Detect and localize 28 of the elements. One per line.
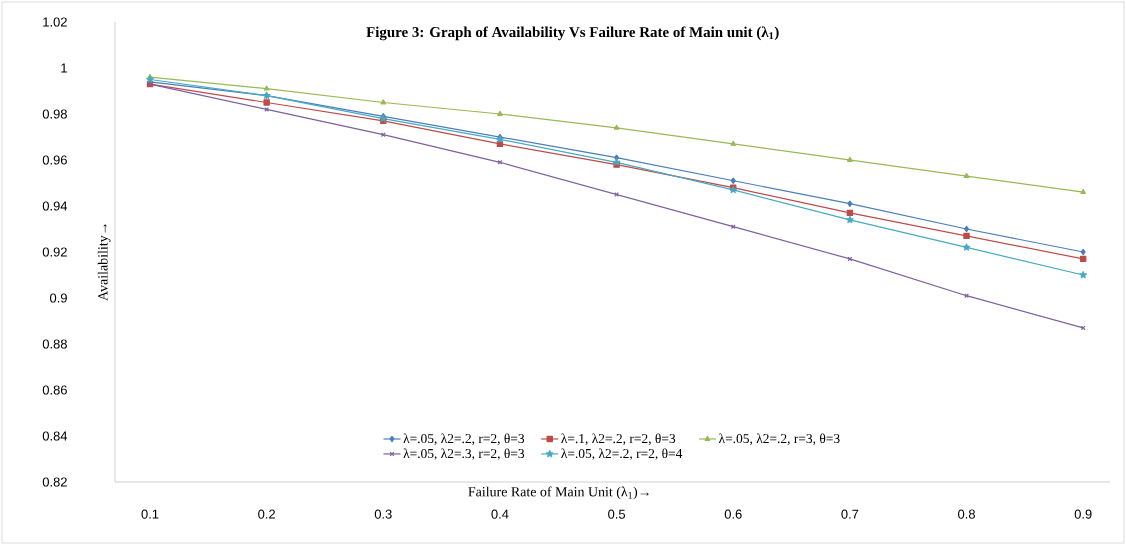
chart-title: Figure 3: Graph of Availability Vs Failure Rate of Main unit (λ$_{1}$) (366, 26, 779, 41)
y-tick-label: 0.9 (49, 293, 67, 303)
legend-label: λ=.05, λ2=.3, r=2, θ=3 (403, 448, 525, 460)
legend-label: λ=.1, λ2=.2, r=2, θ=3 (561, 433, 676, 446)
x-tick-label: 0.4 (491, 509, 509, 519)
x-tick-label: 0.9 (1074, 509, 1092, 519)
legend-label: λ=.05, λ2=.2, r=3, θ=3 (718, 433, 840, 446)
x-tick-label: 0.5 (608, 509, 626, 519)
x-tick-label: 0.6 (724, 509, 742, 519)
legend-label: λ=.05, λ2=.2, r=2, θ=4 (561, 448, 683, 460)
y-tick-label: 0.96 (42, 155, 67, 165)
legend-label: λ=.05, λ2=.2, r=2, θ=3 (403, 433, 525, 446)
y-tick-label: 0.92 (42, 247, 67, 257)
x-tick-label: 0.1 (141, 509, 159, 519)
x-tick-label: 0.7 (841, 509, 859, 519)
y-tick-label: 0.84 (42, 431, 68, 441)
x-tick-label: 0.2 (258, 509, 275, 519)
y-axis-title: Availability→ (97, 224, 111, 301)
y-tick-label: 0.98 (42, 109, 67, 119)
y-tick-label: 0.86 (42, 385, 67, 395)
y-tick-label: 0.82 (42, 477, 67, 487)
x-tick-label: 0.8 (958, 509, 975, 519)
y-tick-label: 0.94 (42, 201, 68, 211)
y-tick-label: 1 (61, 63, 67, 73)
x-axis-title: Failure Rate of Main Unit (λ$_{1}$)→ (468, 486, 649, 500)
x-tick-label: 0.3 (374, 509, 392, 519)
y-tick-label: 0.88 (42, 339, 67, 349)
y-tick-label: 1.02 (43, 17, 67, 27)
